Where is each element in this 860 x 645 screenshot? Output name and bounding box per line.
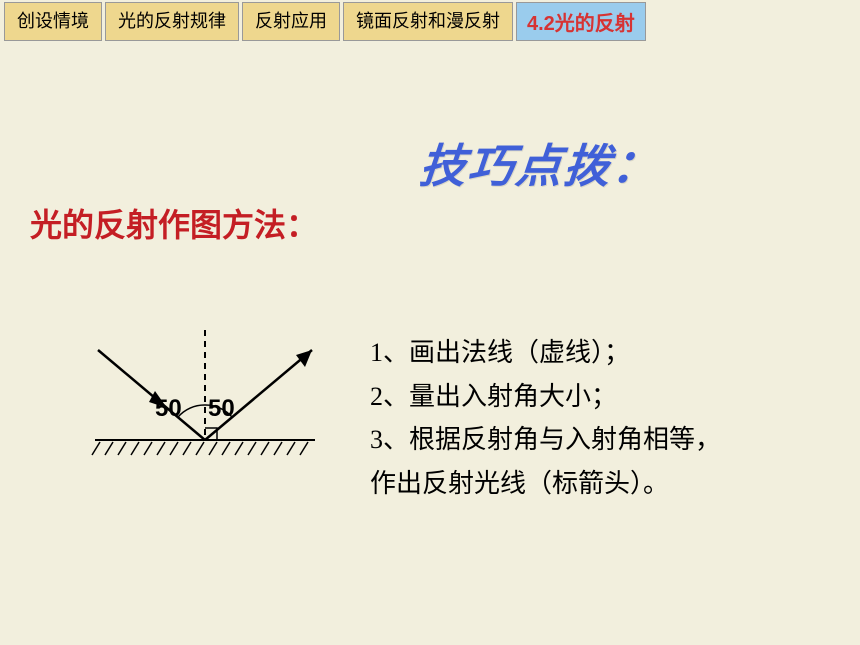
tab-application[interactable]: 反射应用 [242,2,340,41]
step-3a: 3、根据反射角与入射角相等， [370,419,721,461]
step-3b: 作出反射光线（标箭头）。 [370,463,721,505]
tab-reflection-law[interactable]: 光的反射规律 [105,2,239,41]
steps-list: 1、画出法线（虚线）； 2、量出入射角大小； 3、根据反射角与入射角相等， 作出… [370,330,721,506]
angle-left-label: 50 [155,395,182,423]
tab-context[interactable]: 创设情境 [4,2,102,41]
tips-heading: 技巧点拨： [417,130,663,196]
section-title: 4.2光的反射 [516,2,646,41]
step-1: 1、画出法线（虚线）； [370,332,721,374]
angle-right-label: 50 [208,395,235,423]
method-subtitle: 光的反射作图方法： [30,200,318,246]
step-2: 2、量出入射角大小； [370,376,721,418]
navigation-tabs: 创设情境 光的反射规律 反射应用 镜面反射和漫反射 4.2光的反射 [0,0,860,43]
tab-diffuse-reflection[interactable]: 镜面反射和漫反射 [343,2,513,41]
reflection-diagram [60,310,350,500]
